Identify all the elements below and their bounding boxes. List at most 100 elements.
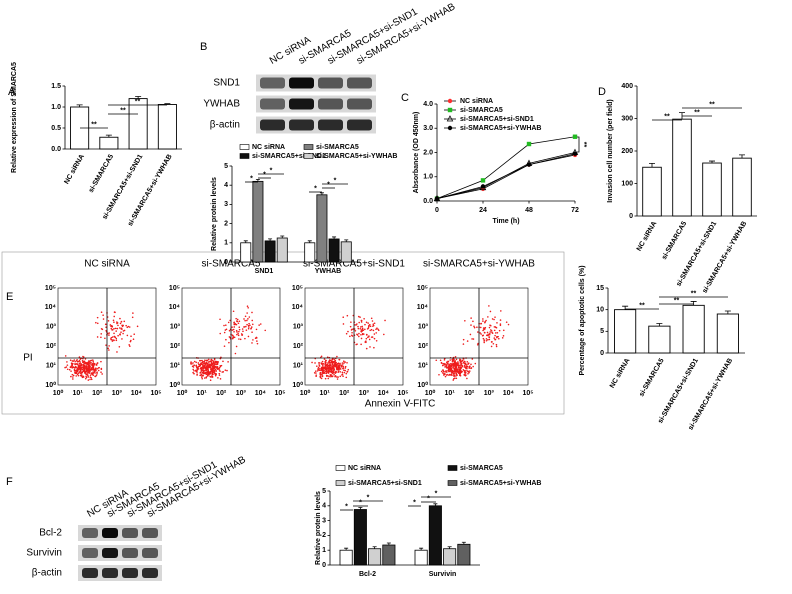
event-dot [256,340,258,342]
event-dot [464,366,467,369]
event-dot [125,324,127,327]
event-dot [96,373,98,375]
x-tick-label: YWHAB [315,268,341,275]
panel-letter: C [401,92,409,104]
event-dot [78,371,81,374]
event-dot [360,326,362,328]
event-dot [248,322,250,325]
event-dot [451,374,453,377]
event-dot [442,370,445,373]
flow-y-tick: 10² [418,343,429,350]
event-dot [210,376,212,378]
event-dot [447,369,449,372]
event-dot [258,324,260,326]
event-dot [116,321,118,323]
event-dot [315,372,317,374]
event-dot [218,374,221,376]
event-dot [360,319,363,322]
event-dot [321,369,324,372]
event-dot [96,322,99,325]
event-dot [71,364,73,367]
error-bar [656,323,663,327]
event-dot [344,365,347,368]
event-dot [228,341,230,344]
event-dot [238,326,241,328]
event-dot [238,320,241,323]
y-tick-label: 0 [224,259,228,266]
event-dot [446,362,449,364]
event-dot [460,363,462,366]
event-dot [96,316,99,319]
event-dot [316,365,318,367]
event-dot [317,368,319,370]
event-dot [477,342,479,345]
event-dot [66,368,69,371]
event-dot [321,360,324,363]
event-dot [457,361,459,363]
event-dot [210,370,212,373]
event-dot [496,331,499,334]
flow-y-tick: 10³ [293,324,304,331]
event-dot [85,366,88,368]
event-dot [324,368,327,370]
event-dot [73,359,76,361]
event-dot [452,379,455,381]
event-dot [200,373,203,376]
event-dot [202,374,205,377]
event-dot [238,330,240,333]
event-dot [322,364,324,367]
bar [672,118,692,217]
event-dot [334,362,337,365]
event-dot [207,361,210,363]
event-dot [469,365,471,367]
legend-swatch [239,153,250,159]
event-dot [449,369,451,372]
event-dot [203,377,206,379]
event-dot [85,367,88,370]
significance-label: ** [709,101,715,108]
point [572,134,578,139]
blot-strip [78,525,162,541]
flow-y-tick: 10² [293,343,304,350]
event-dot [232,336,235,339]
event-dot [321,366,323,369]
event-dot [331,367,333,370]
event-dot [329,374,331,376]
event-dot [451,358,454,361]
bar [99,136,119,150]
event-dot [314,362,316,364]
event-dot [133,333,136,336]
event-dot [192,362,194,364]
event-dot [88,372,91,374]
error-bar [164,103,171,105]
event-dot [450,362,452,365]
event-dot [255,337,258,339]
event-dot [435,359,438,362]
event-dot [204,372,207,375]
legend-swatch [447,480,458,486]
event-dot [107,347,109,350]
event-dot [471,358,474,360]
event-dot [243,318,245,320]
y-axis-label: Relative protein levels [211,177,218,251]
event-dot [333,358,336,361]
event-dot [455,364,457,367]
event-dot [463,370,466,372]
event-dot [330,368,333,371]
event-dot [445,370,447,372]
event-dot [336,355,338,358]
event-dot [448,367,450,370]
blot-band [82,528,98,538]
event-dot [360,337,363,340]
event-dot [328,370,331,373]
event-dot [251,319,254,322]
event-dot [210,358,213,361]
event-dot [199,374,201,377]
event-dot [235,345,238,348]
event-dot [485,338,488,340]
event-dot [490,341,493,343]
event-dot [447,360,449,363]
event-dot [341,362,344,364]
point [572,151,578,156]
event-dot [487,333,489,336]
